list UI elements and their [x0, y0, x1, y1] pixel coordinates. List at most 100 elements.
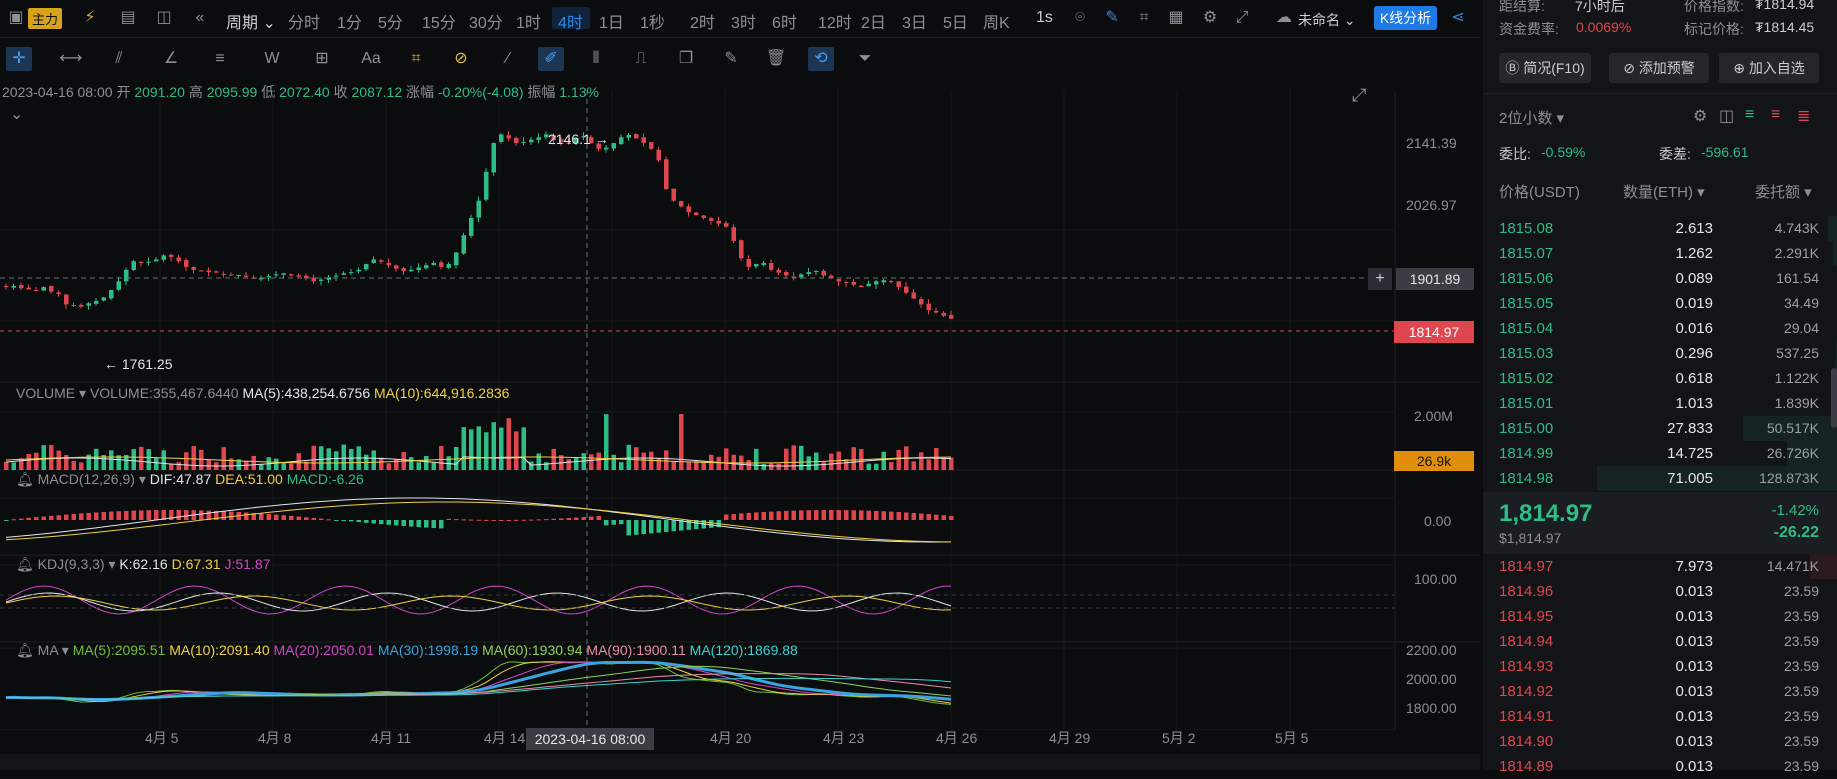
interval-1[interactable]: 1分: [337, 9, 362, 33]
interval-14[interactable]: 3日: [902, 9, 927, 33]
volume-bar: [672, 462, 677, 470]
kline-chart[interactable]: [0, 90, 1480, 730]
macd-bar: [642, 520, 647, 534]
trash-icon[interactable]: 🗑: [763, 47, 789, 71]
interval-9[interactable]: 2时: [690, 9, 715, 33]
interval-10[interactable]: 3时: [731, 9, 756, 33]
crop-icon[interactable]: ⌗: [1134, 8, 1154, 28]
scrollbar[interactable]: [1831, 368, 1837, 428]
col-qty-dropdown[interactable]: 数量(ETH) ▾: [1623, 181, 1705, 202]
angle-tool-icon[interactable]: ∠: [158, 47, 184, 71]
add-alert-button[interactable]: ⊘ 添加预警: [1609, 53, 1709, 83]
col-amount-dropdown[interactable]: 委托额 ▾: [1755, 181, 1812, 202]
candle-body: [237, 275, 242, 276]
chevron-down-icon[interactable]: ▾: [79, 385, 86, 401]
fullscreen-icon[interactable]: ⤢: [1232, 8, 1252, 28]
profile-button[interactable]: Ⓑ 简况(F10): [1499, 53, 1591, 83]
wave-tool-icon[interactable]: W: [259, 47, 285, 71]
share-icon[interactable]: ⋖: [1448, 8, 1468, 28]
lightning-icon[interactable]: ⚡: [80, 8, 100, 28]
decimals-dropdown[interactable]: 2位小数 ▾: [1499, 107, 1564, 128]
interval-4[interactable]: 30分: [469, 9, 503, 33]
magnet-tool-icon[interactable]: ⊘: [448, 47, 474, 71]
crosshair-tool-icon[interactable]: ✛: [6, 47, 32, 71]
book-asks-icon[interactable]: ≡: [1771, 106, 1780, 124]
volume-bar: [732, 455, 737, 470]
measure-tool-icon[interactable]: ⌗: [403, 47, 429, 71]
macd-bar: [589, 517, 594, 520]
bell-icon[interactable]: 🔔︎: [16, 556, 34, 572]
chevron-down-icon[interactable]: ▾: [139, 471, 146, 487]
kline-analysis-button[interactable]: K线分析: [1374, 6, 1437, 30]
interval-15[interactable]: 5日: [943, 9, 968, 33]
calendar-icon[interactable]: ▤: [118, 8, 138, 28]
add-watchlist-button[interactable]: ⊕ 加入自选: [1719, 53, 1819, 83]
interval-3[interactable]: 15分: [422, 9, 456, 33]
add-alert-icon[interactable]: +: [1368, 268, 1392, 290]
text-tool-icon[interactable]: Aa: [358, 47, 384, 71]
draw-lock-icon[interactable]: ✐: [538, 47, 564, 71]
interval-8[interactable]: 1秒: [640, 9, 665, 33]
pen-icon[interactable]: ✎: [1102, 8, 1122, 28]
layout-icon[interactable]: ◫: [154, 8, 174, 28]
template-icon[interactable]: ▦: [1166, 8, 1186, 28]
book-bids-icon[interactable]: ≡: [1745, 106, 1754, 124]
bell-icon[interactable]: 🔔︎: [16, 471, 34, 487]
interval-1s[interactable]: 1s: [1036, 9, 1053, 27]
interval-2[interactable]: 5分: [378, 9, 403, 33]
link-tool-icon[interactable]: ⟲: [808, 47, 834, 71]
lock-tool-icon[interactable]: ⎍: [628, 47, 654, 71]
chart-type-icon[interactable]: ▣: [6, 8, 26, 28]
interval-0[interactable]: 分时: [288, 9, 320, 33]
rewind-icon[interactable]: «: [190, 8, 210, 28]
interval-16[interactable]: 周K: [983, 9, 1010, 33]
trend-tool-icon[interactable]: ⫽: [106, 47, 132, 71]
filter-icon[interactable]: ⏷: [852, 47, 878, 71]
fib-tool-icon[interactable]: ≡: [207, 47, 233, 71]
settings-icon[interactable]: ⚙: [1693, 106, 1707, 126]
interval-6[interactable]: 4时: [558, 9, 583, 33]
ruler-tool-icon[interactable]: ⁄: [495, 47, 521, 71]
settings-icon[interactable]: ⚙: [1200, 8, 1220, 28]
cloud-icon[interactable]: ☁: [1274, 8, 1294, 28]
chevron-down-icon[interactable]: ▾: [108, 556, 115, 572]
period-dropdown[interactable]: 周期 ⌄: [226, 9, 276, 33]
rect-tool-icon[interactable]: ⊞: [309, 47, 335, 71]
edit-tool-icon[interactable]: ✎: [718, 47, 744, 71]
book-both-icon[interactable]: ◫: [1719, 106, 1734, 126]
camera-icon[interactable]: ⌾: [1070, 8, 1090, 28]
interval-7[interactable]: 1日: [599, 9, 624, 33]
main-button[interactable]: 主力: [28, 8, 62, 29]
bars-tool-icon[interactable]: ⦀: [583, 47, 609, 71]
chevron-down-icon[interactable]: ▾: [62, 642, 69, 658]
layout-name-dropdown[interactable]: 未命名 ⌄: [1298, 10, 1356, 30]
line-tool-icon[interactable]: ⟷: [58, 47, 84, 71]
interval-12[interactable]: 12时: [818, 9, 852, 33]
interval-5[interactable]: 1时: [516, 9, 541, 33]
copy-tool-icon[interactable]: ❐: [673, 47, 699, 71]
book-depth-icon[interactable]: ≣: [1797, 106, 1810, 126]
bell-icon[interactable]: 🔔︎: [16, 642, 34, 658]
interval-11[interactable]: 6时: [772, 9, 797, 33]
interval-13[interactable]: 2日: [861, 9, 886, 33]
